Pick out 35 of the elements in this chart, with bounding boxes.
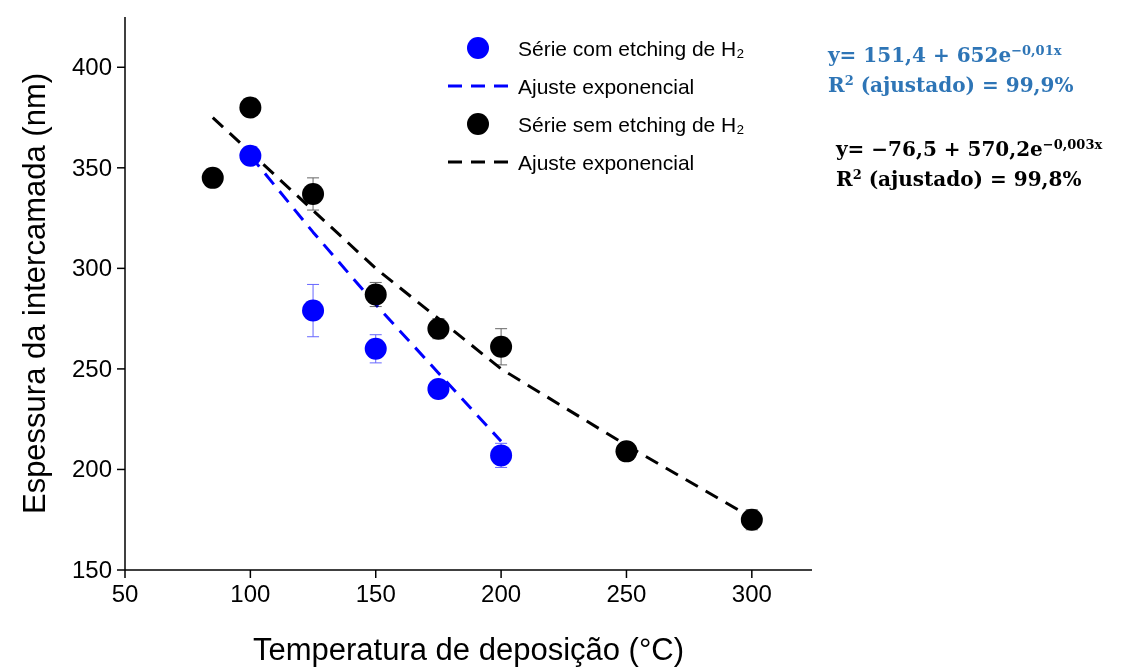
x-tick-label: 50 [111, 580, 139, 607]
x-tick-label: 200 [481, 580, 522, 607]
point [615, 440, 638, 463]
x-tick-label: 150 [355, 580, 396, 607]
point [364, 283, 387, 306]
x-tick-label: 100 [230, 580, 271, 607]
point [364, 337, 387, 360]
y-tick-label: 400 [71, 53, 112, 81]
y-tick-label: 150 [71, 556, 112, 583]
y-tick-label: 250 [71, 354, 112, 382]
legend-label: Série sem etching de H₂ [518, 113, 745, 136]
point [490, 444, 513, 467]
point [740, 508, 763, 531]
text: y= −76,5 + 570,2e$^{−0,003x}$ [835, 136, 1103, 161]
point [490, 335, 513, 358]
point [302, 299, 325, 322]
point [201, 166, 224, 189]
legend-label: Ajuste exponencial [518, 151, 695, 174]
y-tick-label: 300 [71, 254, 112, 282]
point [302, 182, 325, 205]
point [239, 144, 262, 167]
point [427, 378, 450, 400]
y-tick-label: 200 [71, 455, 112, 483]
text: y= 151,4 + 652e$^{−0,01x}$ [827, 42, 1062, 67]
x-axis-title: Temperatura de deposição (°C) [252, 632, 685, 667]
x-tick-label: 300 [731, 580, 772, 607]
point [427, 317, 450, 340]
y-axis-title: Espessura da intercamada (nm) [17, 72, 52, 515]
x-tick-label: 250 [606, 580, 647, 607]
text: R$^{2}$ (ajustado) = 99,9% [828, 72, 1074, 97]
legend-label: Ajuste exponencial [518, 75, 695, 98]
text: R$^{2}$ (ajustado) = 99,8% [836, 166, 1082, 191]
legend-label: Série com etching de H₂ [518, 37, 745, 60]
y-tick-label: 350 [71, 153, 112, 181]
point [239, 96, 262, 119]
